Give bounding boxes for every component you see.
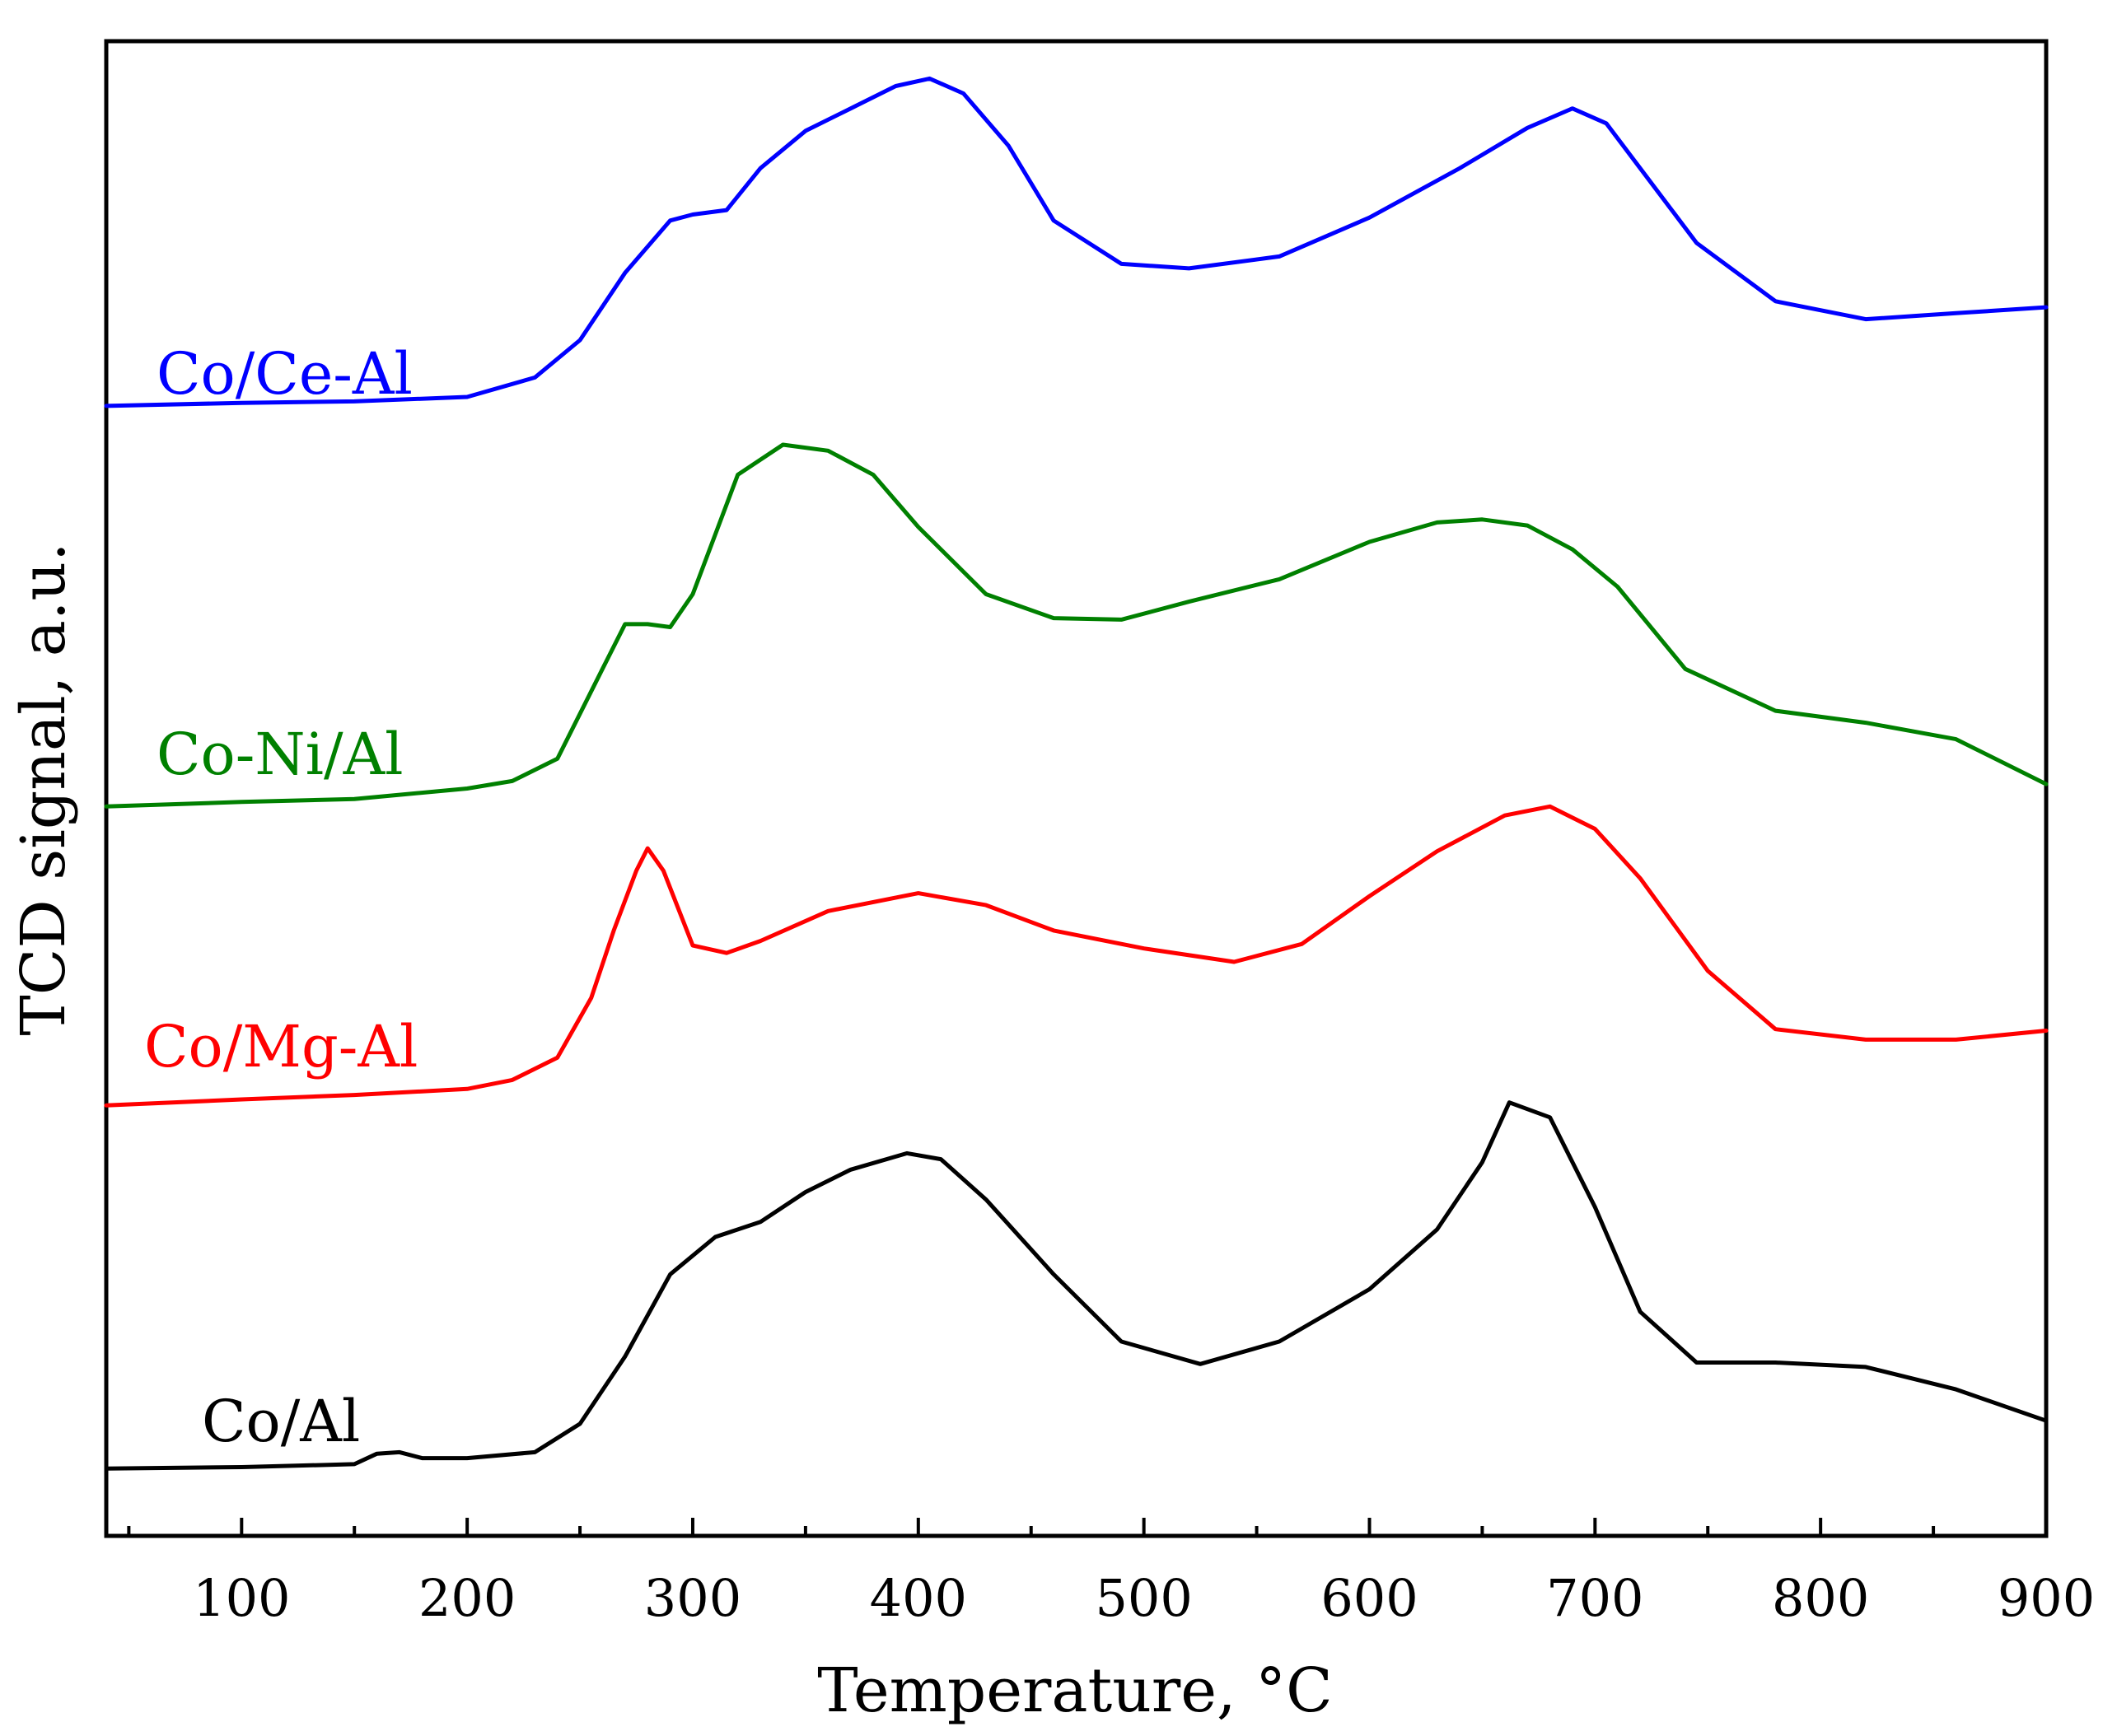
series-labels: Co/Ce-Al Co-Ni/Al Co/Mg-Al Co/Al — [144, 340, 418, 1455]
x-tick-label: 200 — [418, 1568, 516, 1628]
x-tick-label: 600 — [1320, 1568, 1418, 1628]
series-label-co-mg-al: Co/Mg-Al — [144, 1013, 418, 1080]
x-axis-tick-labels: 100 200 300 400 500 600 700 800 900 — [193, 1568, 2095, 1628]
x-axis-title: Temperature, °C — [817, 1655, 1332, 1726]
series-label-co-ni-al: Co-Ni/Al — [157, 721, 404, 788]
series-line-co-ni-al — [104, 442, 2049, 809]
series-label-co-al: Co/Al — [202, 1388, 360, 1455]
series-line-co-ce-al — [104, 76, 2049, 408]
x-tick-label: 800 — [1772, 1568, 1869, 1628]
y-axis-title: TCD signal, a.u. — [8, 542, 79, 1035]
x-axis-ticks — [127, 1518, 2048, 1536]
series-line-co-al — [104, 1100, 2049, 1471]
series-label-co-ce-al: Co/Ce-Al — [157, 340, 413, 408]
plot-frame — [104, 39, 2049, 1538]
x-tick-label: 500 — [1095, 1568, 1192, 1628]
x-tick-label: 400 — [870, 1568, 967, 1628]
x-tick-label: 700 — [1546, 1568, 1643, 1628]
x-tick-label: 300 — [644, 1568, 741, 1628]
series-layer — [104, 76, 2049, 1471]
x-tick-label: 900 — [1998, 1568, 2095, 1628]
x-tick-label: 100 — [193, 1568, 290, 1628]
series-line-co-mg-al — [104, 804, 2049, 1108]
